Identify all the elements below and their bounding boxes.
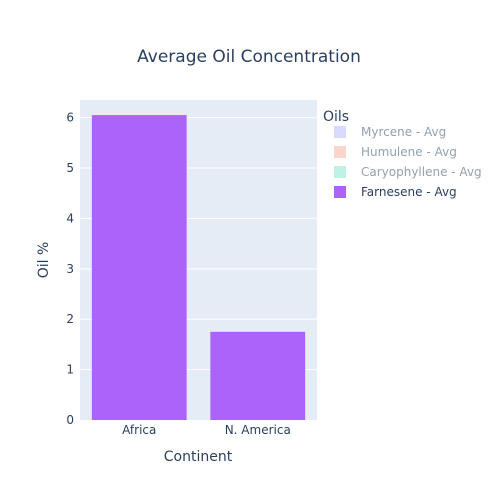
legend-item[interactable]: Humulene - Avg <box>334 145 457 159</box>
x-tick-label: N. America <box>225 423 291 437</box>
y-tick-label: 2 <box>66 312 74 326</box>
legend-title: Oils <box>323 109 349 125</box>
chart-title: Average Oil Concentration <box>137 47 361 67</box>
bar-n-america[interactable] <box>210 331 306 420</box>
legend-swatch <box>334 126 346 138</box>
bars <box>91 115 306 421</box>
y-tick-label: 4 <box>66 211 74 225</box>
legend: Oils Myrcene - Avg Humulene - Avg Caryophy… <box>323 109 482 199</box>
legend-swatch <box>334 166 346 178</box>
legend-label: Farnesene - Avg <box>361 185 457 199</box>
y-tick-label: 3 <box>66 262 74 276</box>
bar-africa[interactable] <box>91 115 187 421</box>
x-axis-ticks: Africa N. America <box>122 423 291 437</box>
legend-item[interactable]: Farnesene - Avg <box>334 185 457 199</box>
legend-item[interactable]: Caryophyllene - Avg <box>334 165 482 179</box>
legend-swatch <box>334 186 346 198</box>
y-tick-label: 0 <box>66 413 74 427</box>
y-axis-title: Oil % <box>36 242 52 279</box>
y-axis-ticks: 0 1 2 3 4 5 6 <box>66 111 74 427</box>
legend-item[interactable]: Myrcene - Avg <box>334 125 446 139</box>
legend-label: Humulene - Avg <box>361 145 457 159</box>
y-tick-label: 5 <box>66 161 74 175</box>
x-tick-label: Africa <box>122 423 156 437</box>
legend-swatch <box>334 146 346 158</box>
legend-label: Caryophyllene - Avg <box>361 165 482 179</box>
y-tick-label: 6 <box>66 111 74 125</box>
y-tick-label: 1 <box>66 363 74 377</box>
legend-label: Myrcene - Avg <box>361 125 446 139</box>
x-axis-title: Continent <box>164 449 233 465</box>
